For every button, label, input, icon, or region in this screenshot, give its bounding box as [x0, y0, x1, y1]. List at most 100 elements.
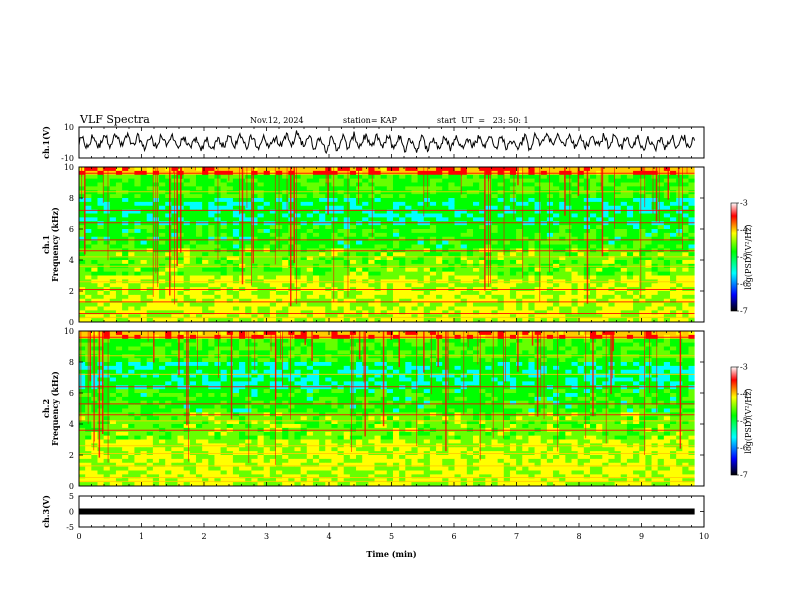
ch1-spec-cell	[269, 291, 277, 296]
ch1-spec-cell	[546, 217, 554, 222]
ch1-spec-cell	[195, 221, 203, 226]
ch2-spec-cell	[491, 331, 499, 336]
ch1-spec-cell	[208, 229, 215, 234]
ch1-spec-cell	[331, 302, 338, 307]
ch1-spec-cell	[602, 201, 609, 207]
ch1-spec-cell	[294, 174, 302, 180]
ch2-spec-cell	[140, 338, 148, 344]
ch2-spec-cell	[399, 342, 406, 347]
ch1-spec-cell	[454, 209, 462, 214]
ch1-spec-cell	[300, 217, 308, 222]
ch1-spec-cell	[368, 302, 375, 307]
ch1-spec-cell	[232, 221, 240, 226]
ch2-spec-cell	[319, 331, 326, 336]
ch1-spec-cell	[442, 167, 449, 172]
ch1-spec-cell	[448, 294, 455, 300]
ch1-spec-cell	[546, 252, 554, 257]
ch1-spec-cell	[676, 190, 683, 195]
ch1-spec-cell	[122, 314, 129, 319]
ch1-spec-cell	[596, 209, 603, 214]
ch1-spec-cell	[663, 267, 671, 273]
ch1-spec-cell	[645, 240, 652, 245]
ch1-spec-cell	[319, 267, 326, 273]
ch2-spec-cell	[300, 342, 308, 347]
ch1-spec-cell	[676, 229, 683, 234]
ch1-spec-cell	[85, 205, 92, 211]
ch2-spec-cell	[288, 346, 295, 351]
ch2-spec-cell	[232, 338, 240, 344]
ch1-spec-cell	[226, 209, 234, 214]
ch1-spec-cell	[208, 314, 215, 319]
ch1-spec-cell	[423, 236, 431, 242]
ch2-spec-cell	[343, 346, 351, 351]
ch1-spec-cell	[245, 298, 252, 304]
ch1-spec-cell	[263, 205, 271, 211]
ch1-spec-cell	[257, 201, 265, 207]
ch1-spec-cell	[140, 306, 148, 311]
ch1-spec-cell	[399, 232, 406, 238]
ch1-spec-cell	[540, 275, 548, 280]
ch1-spec-cell	[460, 194, 468, 199]
ch1-spec-cell	[411, 291, 418, 296]
ch1-spec-cell	[399, 198, 406, 203]
ch1-spec-cell	[349, 256, 357, 261]
ch1-spec-cell	[663, 283, 671, 288]
ch1-spec-cell	[319, 190, 326, 195]
ch1-spec-cell	[294, 314, 302, 319]
ch1-spec-cell	[571, 194, 579, 199]
ch1-spec-cell	[306, 271, 314, 276]
ch1-spec-cell	[503, 294, 511, 300]
ch2-spec-cell	[374, 338, 382, 344]
ch2-spec-cell	[670, 331, 677, 336]
ch2-spec-cell	[165, 346, 172, 351]
ch1-spec-cell	[386, 240, 394, 245]
ch1-spec-cell	[503, 302, 511, 307]
ch1-spec-cell	[115, 205, 123, 211]
ch1-spec-cell	[294, 244, 302, 249]
ch1-spec-cell	[220, 291, 228, 296]
ch1-spec-cell	[497, 306, 505, 311]
ch1-spec-cell	[177, 275, 185, 280]
ch1-spec-cell	[485, 294, 492, 300]
ch1-spec-cell	[436, 260, 443, 265]
ch1-spec-cell	[405, 240, 412, 245]
ch1-spec-cell	[454, 198, 462, 203]
ch2-spec-cell	[103, 338, 111, 344]
ch1-spec-cell	[165, 174, 172, 180]
ch1-spec-cell	[312, 167, 320, 172]
ch1-spec-cell	[602, 182, 609, 187]
ch1-spec-cell	[479, 205, 486, 211]
ch1-spec-cell	[417, 209, 425, 214]
ch1-spec-cell	[596, 283, 603, 288]
ch2-spec-cell	[134, 346, 141, 351]
ch1-spec-cell	[589, 186, 597, 191]
ch1-spec-cell	[429, 291, 437, 296]
ch1-spec-cell	[405, 221, 412, 226]
ch1-spec-cell	[540, 244, 548, 249]
ch1-spec-cell	[460, 306, 468, 311]
ch1-spec-cell	[294, 194, 302, 199]
ch2-spec-cell	[454, 342, 462, 347]
ch1-spec-cell	[288, 167, 295, 172]
ch1-spec-cell	[589, 178, 597, 183]
ch1-spec-cell	[276, 267, 283, 273]
ch1-spec-cell	[436, 310, 443, 315]
ch1-spec-cell	[251, 178, 258, 183]
ch1-spec-cell	[503, 271, 511, 276]
ch2-spec-cell	[516, 346, 523, 351]
ch2-spec-cell	[152, 338, 160, 344]
ch1-spec-cell	[392, 217, 400, 222]
ch1-spec-cell	[276, 314, 283, 319]
ch2-spec-cell	[134, 350, 141, 355]
ch1-spec-cell	[109, 267, 117, 273]
ch1-spec-cell	[460, 294, 468, 300]
ch1-spec-cell	[134, 267, 141, 273]
ch1-spec-cell	[516, 190, 523, 195]
ch1-spec-cell	[134, 205, 141, 211]
ch2-spec-cell	[546, 342, 554, 347]
ch1-spec-cell	[220, 283, 228, 288]
ch1-spec-cell	[534, 167, 542, 172]
ch1-spec-cell	[368, 306, 375, 311]
ch1-spec-cell	[497, 256, 505, 261]
ch2-spec-cell	[676, 342, 683, 347]
